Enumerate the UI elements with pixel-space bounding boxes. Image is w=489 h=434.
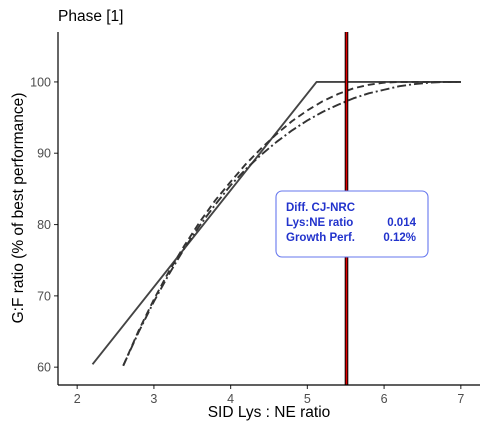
annotation-label: Diff. CJ-NRC <box>286 202 355 214</box>
x-tick-label: 4 <box>227 392 234 406</box>
y-tick-label: 100 <box>30 75 51 89</box>
x-tick-label: 6 <box>381 392 388 406</box>
x-axis-ticks: 2 3 4 5 6 7 <box>74 385 464 406</box>
annotation-value: 0.12% <box>383 232 416 244</box>
x-tick-label: 7 <box>457 392 464 406</box>
x-tick-label: 2 <box>74 392 81 406</box>
x-tick-label: 3 <box>150 392 157 406</box>
y-axis-title: G:F ratio (% of best performance) <box>10 93 27 324</box>
y-axis-ticks: 60 70 80 90 100 <box>30 75 58 375</box>
annotation-value: 0.014 <box>387 217 416 229</box>
y-tick-label: 60 <box>37 361 51 375</box>
x-axis-title: SID Lys : NE ratio <box>208 404 331 421</box>
annotation-label: Growth Perf. <box>286 232 355 244</box>
annotation-frame <box>275 190 429 258</box>
chart-title: Phase [1] <box>58 8 124 25</box>
series-line-dashdot <box>122 80 461 367</box>
annotation-box: Diff. CJ-NRC Lys:NE ratio 0.014 Growth Perf… <box>275 190 429 258</box>
x-tick-label: 5 <box>304 392 311 406</box>
y-tick-label: 80 <box>37 218 51 232</box>
series-line-dashed <box>122 80 461 367</box>
y-tick-label: 90 <box>37 147 51 161</box>
annotation-label: Lys:NE ratio <box>286 217 353 229</box>
y-tick-label: 70 <box>37 289 51 303</box>
